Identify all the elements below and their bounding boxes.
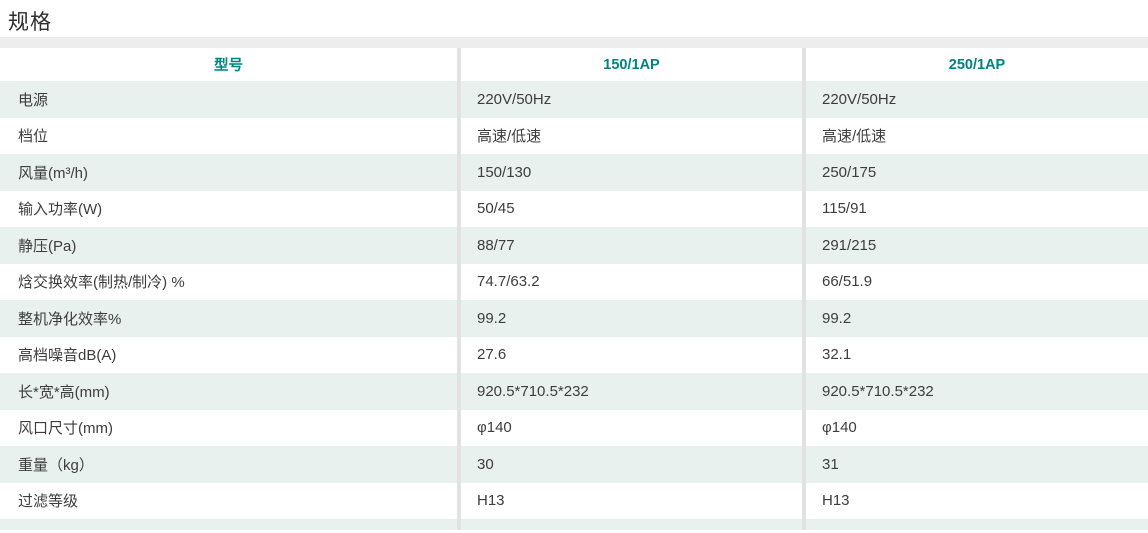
row-label-cell: 电源	[0, 81, 457, 118]
row-label-cell: 重量（kg）	[0, 446, 457, 483]
row-value-cell-150: 高速/低速	[457, 117, 802, 154]
row-label-cell: 风量(m³/h)	[0, 154, 457, 191]
row-value-cell-250: 115/91	[802, 190, 1148, 227]
row-value-cell-150: 30	[457, 446, 802, 483]
row-value-cell-150: H13	[457, 482, 802, 519]
table-row: 风口尺寸(mm) φ140 φ140	[0, 409, 1148, 446]
row-label-cell: 焓交换效率(制热/制冷) %	[18, 274, 185, 292]
table-header-row: 型号 150/1AP 250/1AP	[0, 48, 1148, 81]
column-header-250-1ap: 250/1AP	[802, 48, 1148, 81]
row-value-cell-150: φ140	[457, 409, 802, 446]
row-label-cell: 过滤等级	[18, 493, 79, 511]
partial-row-label-cell	[0, 519, 457, 530]
row-value-cell-150: 920.5*710.5*232	[457, 373, 802, 410]
row-label-cell: 长*宽*高(mm)	[0, 373, 457, 410]
page-title: 规格	[8, 11, 52, 34]
table-row: 静压(Pa) 88/77 291/215	[0, 227, 1148, 264]
row-label-cell: 输入功率(W)	[18, 201, 103, 219]
partial-row-value-cell-250	[802, 519, 1148, 530]
row-label-cell: 高档噪音dB(A)	[18, 347, 117, 365]
row-label-cell: 整机净化效率%	[0, 300, 457, 337]
row-value-cell-250: 66/51.9	[802, 263, 1148, 300]
table-body: 电源 220V/50Hz 220V/50Hz 档位 高速/低速 高速/低速 风量…	[0, 81, 1148, 519]
table-row: 输入功率(W) 50/45 115/91	[0, 190, 1148, 227]
row-value-cell-250: H13	[802, 482, 1148, 519]
row-value-cell-250: 32.1	[802, 336, 1148, 373]
row-value-cell-250: φ140	[802, 409, 1148, 446]
column-header-150-1ap: 150/1AP	[457, 48, 802, 81]
table-row: 电源 220V/50Hz 220V/50Hz	[0, 81, 1148, 118]
table-row: 焓交换效率(制热/制冷) % 74.7/63.2 66/51.9	[0, 263, 1148, 300]
table-row: 重量（kg） 30 31	[0, 446, 1148, 483]
row-value-cell-150: 150/130	[457, 154, 802, 191]
row-value-cell-250: 291/215	[802, 227, 1148, 264]
row-label-cell: 静压(Pa)	[0, 227, 457, 264]
row-value-cell-150: 27.6	[457, 336, 802, 373]
table-row: 风量(m³/h) 150/130 250/175	[0, 154, 1148, 191]
row-value-cell-250: 高速/低速	[802, 117, 1148, 154]
row-value-cell-250: 250/175	[802, 154, 1148, 191]
partial-row-value-cell-150	[457, 519, 802, 530]
spec-table: 型号 150/1AP 250/1AP 电源 220V/50Hz 220V/50H…	[0, 48, 1148, 530]
column-header-model: 型号	[214, 58, 243, 74]
row-value-cell-250: 31	[802, 446, 1148, 483]
row-value-cell-150: 88/77	[457, 227, 802, 264]
row-value-cell-150: 74.7/63.2	[457, 263, 802, 300]
partial-next-row	[0, 519, 1148, 530]
table-row: 长*宽*高(mm) 920.5*710.5*232 920.5*710.5*23…	[0, 373, 1148, 410]
row-label-cell: 风口尺寸(mm)	[18, 420, 113, 438]
table-row: 档位 高速/低速 高速/低速	[0, 117, 1148, 154]
row-value-cell-150: 99.2	[457, 300, 802, 337]
row-value-cell-250: 220V/50Hz	[802, 81, 1148, 118]
title-separator-strip	[0, 37, 1148, 48]
table-row: 过滤等级 H13 H13	[0, 482, 1148, 519]
row-value-cell-150: 50/45	[457, 190, 802, 227]
row-value-cell-250: 99.2	[802, 300, 1148, 337]
row-label-cell: 档位	[18, 128, 49, 146]
table-row: 整机净化效率% 99.2 99.2	[0, 300, 1148, 337]
row-value-cell-250: 920.5*710.5*232	[802, 373, 1148, 410]
table-row: 高档噪音dB(A) 27.6 32.1	[0, 336, 1148, 373]
row-value-cell-150: 220V/50Hz	[457, 81, 802, 118]
